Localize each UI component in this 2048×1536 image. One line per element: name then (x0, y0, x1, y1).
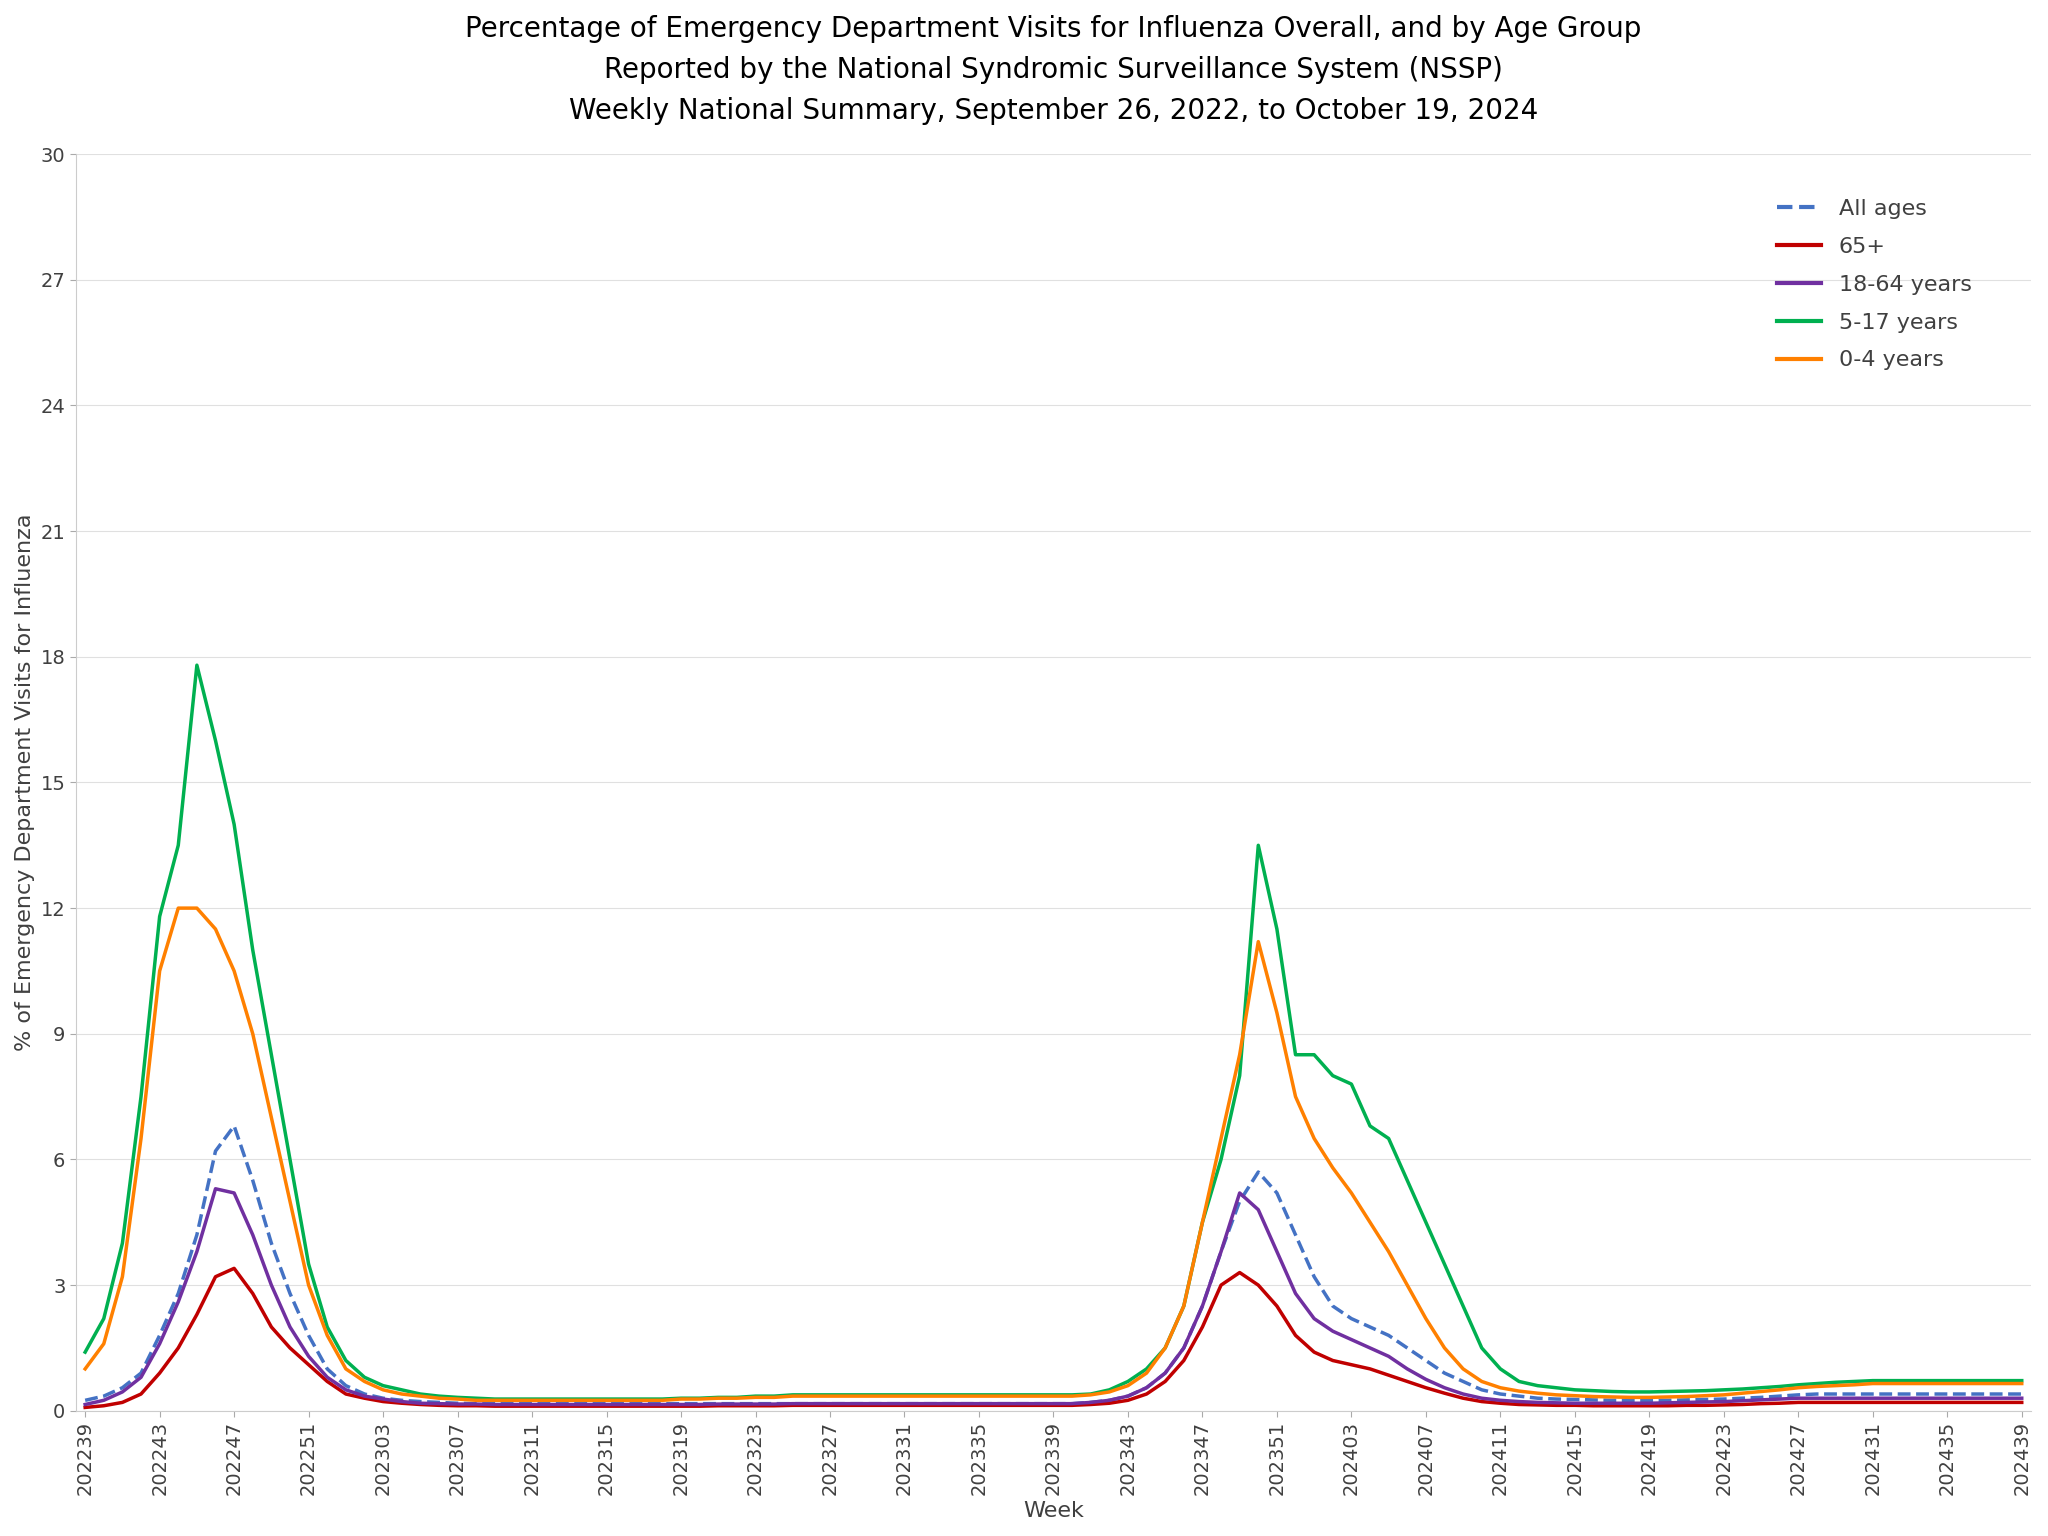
Y-axis label: % of Emergency Department Visits for Influenza: % of Emergency Department Visits for Inf… (14, 513, 35, 1051)
Title: Percentage of Emergency Department Visits for Influenza Overall, and by Age Grou: Percentage of Emergency Department Visit… (465, 15, 1642, 126)
X-axis label: Week: Week (1024, 1501, 1083, 1521)
Legend: All ages, 65+, 18-64 years, 5-17 years, 0-4 years: All ages, 65+, 18-64 years, 5-17 years, … (1767, 190, 1980, 379)
